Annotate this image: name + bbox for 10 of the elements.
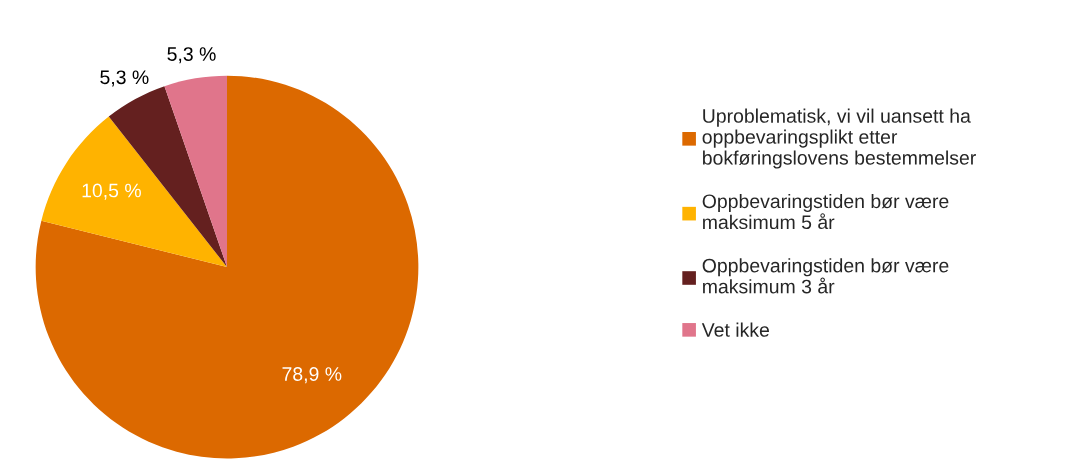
pie-slice <box>41 116 228 268</box>
legend-label: Vet ikke <box>701 322 769 337</box>
pie-slice <box>164 75 228 268</box>
legend-label: Oppbevaringstiden bør være maksimum 3 år <box>702 258 949 294</box>
legend-label: Uproblematisk, vi vil uansett ha oppbevaringsplikt etter bokføringslovens bestemmelser <box>702 108 976 169</box>
data-label: 10,5 % <box>82 183 141 200</box>
data-label: 5,3 % <box>100 70 149 87</box>
data-label: 5,3 % <box>167 47 216 64</box>
legend-label: Oppbevaringstiden bør være maksimum 5 år <box>702 193 949 230</box>
data-label: 78,9 % <box>282 367 342 384</box>
